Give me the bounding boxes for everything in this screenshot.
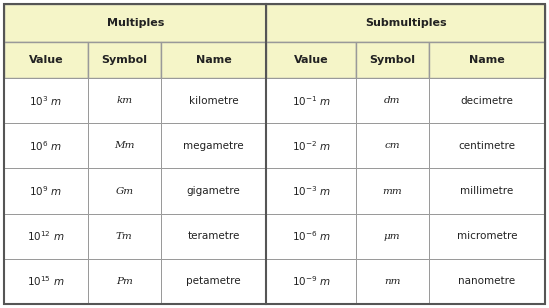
- Bar: [266, 214, 356, 259]
- Text: Value: Value: [29, 55, 63, 65]
- Bar: [88, 42, 161, 78]
- Bar: [429, 259, 545, 304]
- Text: 10$^{15}$ $m$: 10$^{15}$ $m$: [27, 274, 65, 288]
- Text: dm: dm: [384, 96, 400, 105]
- Text: nm: nm: [384, 277, 400, 286]
- Text: km: km: [116, 96, 132, 105]
- Bar: [4, 78, 88, 123]
- Text: Tm: Tm: [116, 232, 133, 241]
- Text: megametre: megametre: [183, 141, 244, 151]
- Text: gigametre: gigametre: [187, 186, 240, 196]
- Bar: [88, 123, 161, 168]
- Bar: [356, 42, 429, 78]
- Bar: [429, 78, 545, 123]
- Bar: [266, 42, 356, 78]
- Bar: [4, 214, 88, 259]
- Text: 10$^{-3}$ $m$: 10$^{-3}$ $m$: [292, 184, 330, 198]
- Text: decimetre: decimetre: [461, 95, 513, 106]
- Text: 10$^{-6}$ $m$: 10$^{-6}$ $m$: [292, 229, 330, 243]
- Text: 10$^{-1}$ $m$: 10$^{-1}$ $m$: [292, 94, 330, 107]
- Bar: [4, 168, 88, 214]
- Text: centimetre: centimetre: [458, 141, 516, 151]
- Bar: [266, 78, 356, 123]
- Text: millimetre: millimetre: [460, 186, 513, 196]
- Bar: [88, 214, 161, 259]
- Text: μm: μm: [384, 232, 400, 241]
- Text: nanometre: nanometre: [458, 276, 516, 286]
- Bar: [266, 168, 356, 214]
- Bar: [356, 259, 429, 304]
- Bar: [429, 168, 545, 214]
- Text: 10$^9$ $m$: 10$^9$ $m$: [30, 184, 63, 198]
- Text: terametre: terametre: [187, 231, 240, 241]
- Bar: [356, 78, 429, 123]
- Text: 10$^{12}$ $m$: 10$^{12}$ $m$: [27, 229, 65, 243]
- Text: micrometre: micrometre: [457, 231, 517, 241]
- Bar: [4, 4, 266, 42]
- Text: 10$^6$ $m$: 10$^6$ $m$: [30, 139, 63, 153]
- Text: petametre: petametre: [186, 276, 241, 286]
- Text: 10$^3$ $m$: 10$^3$ $m$: [30, 94, 63, 107]
- Text: Name: Name: [469, 55, 505, 65]
- Text: mm: mm: [382, 187, 402, 196]
- Bar: [356, 168, 429, 214]
- Bar: [4, 42, 88, 78]
- Bar: [429, 123, 545, 168]
- Bar: [4, 123, 88, 168]
- Text: 10$^{-2}$ $m$: 10$^{-2}$ $m$: [292, 139, 330, 153]
- Bar: [161, 259, 266, 304]
- Bar: [266, 4, 545, 42]
- Bar: [161, 214, 266, 259]
- Bar: [4, 259, 88, 304]
- Text: 10$^{-9}$ $m$: 10$^{-9}$ $m$: [292, 274, 330, 288]
- Bar: [429, 42, 545, 78]
- Text: kilometre: kilometre: [189, 95, 238, 106]
- Bar: [356, 123, 429, 168]
- Text: Symbol: Symbol: [102, 55, 147, 65]
- Text: Value: Value: [294, 55, 328, 65]
- Text: Submultiples: Submultiples: [365, 18, 446, 28]
- Bar: [88, 78, 161, 123]
- Text: Multiples: Multiples: [107, 18, 164, 28]
- Bar: [356, 214, 429, 259]
- Text: cm: cm: [384, 141, 400, 150]
- Bar: [429, 214, 545, 259]
- Bar: [161, 42, 266, 78]
- Bar: [161, 168, 266, 214]
- Text: Symbol: Symbol: [369, 55, 415, 65]
- Text: Pm: Pm: [116, 277, 133, 286]
- Text: Mm: Mm: [114, 141, 135, 150]
- Bar: [266, 259, 356, 304]
- Bar: [161, 123, 266, 168]
- Bar: [88, 259, 161, 304]
- Text: Gm: Gm: [115, 187, 133, 196]
- Bar: [88, 168, 161, 214]
- Bar: [161, 78, 266, 123]
- Text: Name: Name: [196, 55, 232, 65]
- Bar: [266, 123, 356, 168]
